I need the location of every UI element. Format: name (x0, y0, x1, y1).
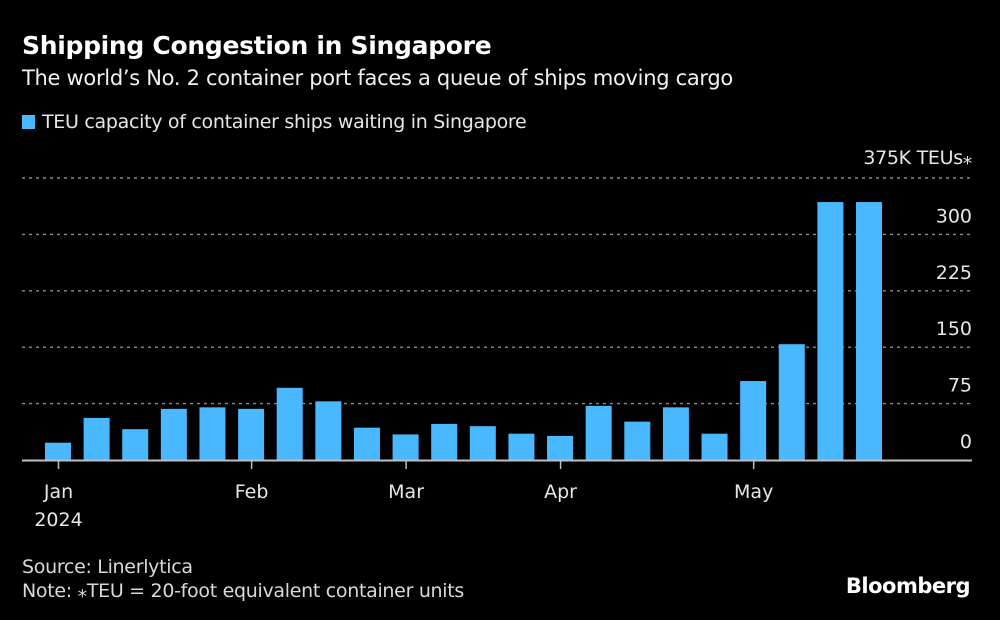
y-tick-label: 225 (936, 262, 972, 284)
bar (547, 435, 574, 460)
bar (83, 417, 110, 460)
source-note: Source: Linerlytica (22, 556, 193, 578)
x-tick-sublabel: 2024 (34, 509, 82, 531)
x-tick-label: May (734, 481, 773, 503)
bar (701, 433, 728, 460)
legend: TEU capacity of container ships waiting … (22, 111, 527, 133)
bar (353, 427, 380, 460)
bar (817, 202, 844, 460)
x-tick-label: Feb (235, 481, 269, 503)
bar (469, 426, 496, 460)
bar (624, 421, 651, 460)
footnote: Note: ⁎TEU = 20-foot equivalent containe… (22, 580, 465, 602)
bar (778, 344, 805, 460)
legend-swatch (22, 115, 35, 129)
bar (662, 407, 689, 460)
bar (431, 423, 458, 460)
bar (585, 405, 612, 460)
bar (276, 387, 303, 460)
bloomberg-logo: Bloomberg (845, 574, 971, 598)
chart-subtitle: The world’s No. 2 container port faces a… (22, 66, 733, 90)
bar (856, 202, 883, 460)
bar (315, 401, 342, 460)
bar (392, 434, 419, 460)
x-tick-label: Jan (43, 481, 73, 503)
bar (740, 381, 767, 460)
y-tick-label: 0 (960, 431, 972, 453)
x-tick-label: Mar (388, 481, 424, 503)
bar (238, 408, 265, 460)
bar (199, 407, 226, 460)
chart-title: Shipping Congestion in Singapore (22, 31, 492, 60)
bar (508, 433, 535, 460)
bar (122, 429, 149, 460)
y-axis-top-label: 375K TEUs⁎ (863, 147, 972, 169)
bar (45, 442, 71, 460)
bar (160, 408, 187, 460)
x-tick-label: Apr (544, 481, 577, 503)
y-tick-label: 300 (936, 205, 972, 227)
y-tick-label: 75 (948, 375, 972, 397)
y-tick-label: 150 (936, 318, 972, 340)
legend-label: TEU capacity of container ships waiting … (42, 111, 527, 133)
